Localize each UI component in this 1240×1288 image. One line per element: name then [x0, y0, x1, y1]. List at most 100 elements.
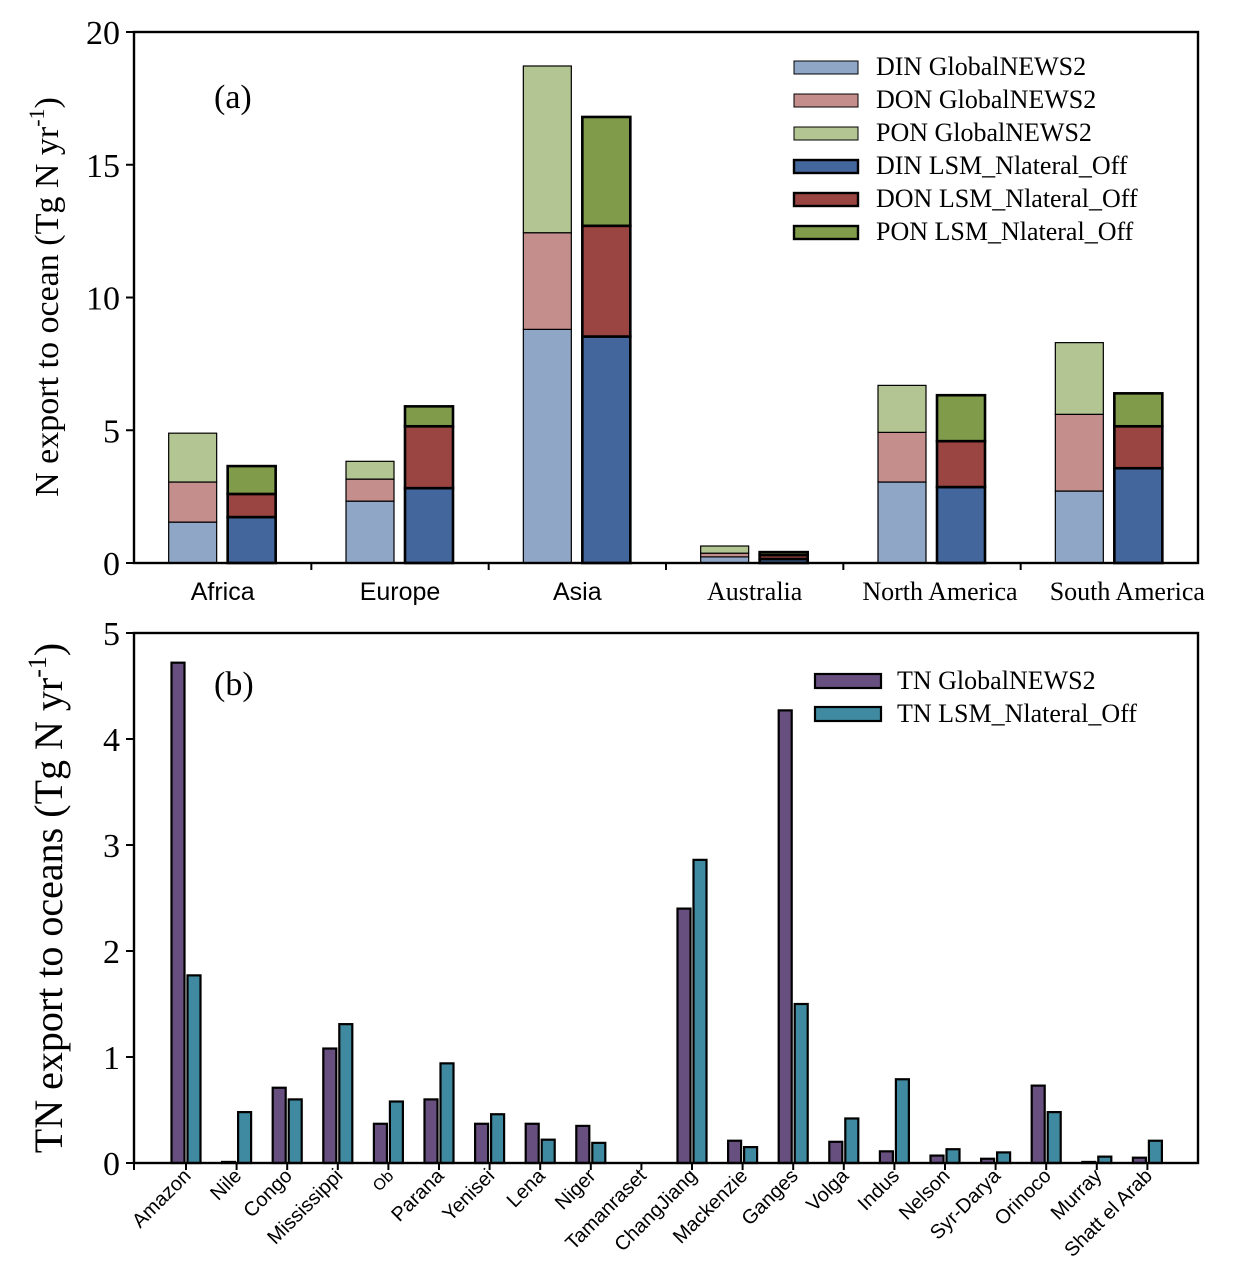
bar-tn-lsm-nlateral-off-mississippi [338, 1023, 354, 1165]
panel-a-legend: DIN GlobalNEWS2 DON GlobalNEWS2 PON Global… [792, 52, 1138, 246]
panel-b-legend: TN GlobalNEWS2 TN LSM_Nlateral_Off [813, 666, 1137, 728]
plot-frame [132, 631, 1200, 1165]
legend-swatch-tn-lsm-nlateral-off [813, 705, 883, 723]
legend-label-pon-globalnews2: PON GlobalNEWS2 [876, 118, 1092, 147]
bar-tn-lsm-nlateral-off-amazon [186, 974, 202, 1165]
panel-a-axes: Africa Europe Asia Australia North America So… [86, 15, 1205, 606]
bar-don-lsm-nlateral-off-asia [581, 224, 632, 338]
bar-tn-lsm-nlateral-off-shatt-el-arab [1147, 1139, 1164, 1165]
bar-din-lsm-nlateral-off-south-america [1113, 466, 1164, 565]
legend-label-tn-lsm-nlateral-off: TN LSM_Nlateral_Off [897, 699, 1137, 728]
bar-din-lsm-nlateral-off-africa [226, 515, 277, 565]
bar-tn-globalnews2-mississippi [322, 1047, 338, 1165]
x-tick-label-south-america: South America [1050, 577, 1206, 606]
bar-tn-lsm-nlateral-off-lena [540, 1138, 556, 1165]
bar-don-globalnews2-europe [345, 478, 395, 502]
bar-din-lsm-nlateral-off-north-america [935, 485, 987, 565]
legend-label-don-globalnews2: DON GlobalNEWS2 [876, 85, 1096, 114]
bar-tn-lsm-nlateral-off-congo [287, 1098, 303, 1165]
bar-pon-lsm-nlateral-off-north-america [935, 393, 987, 443]
bar-tn-globalnews2-niger [575, 1124, 591, 1165]
bar-don-lsm-nlateral-off-africa [226, 492, 277, 519]
bar-din-globalnews2-europe [345, 500, 395, 564]
y-tick-label: 1 [103, 1040, 120, 1077]
panel-b-y-axis-label: TN export to oceans (Tg N yr-1) [23, 643, 71, 1153]
bar-don-globalnews2-north-america [877, 431, 927, 483]
bar-tn-globalnews2-parana [423, 1098, 439, 1165]
legend-swatch-don-lsm-nlateral-off [792, 191, 860, 208]
y-tick-label: 15 [86, 148, 120, 185]
panel-b-y-axis-label-sup: -1 [23, 656, 52, 678]
bar-don-lsm-nlateral-off-europe [403, 424, 455, 490]
bar-pon-lsm-nlateral-off-europe [403, 405, 455, 428]
legend-label-pon-lsm-nlateral-off: PON LSM_Nlateral_Off [876, 217, 1134, 246]
x-tick-label-ganges: Ganges [738, 1165, 803, 1230]
bar-tn-globalnews2-ob [372, 1122, 388, 1165]
panel-a-bars [168, 65, 1164, 565]
x-tick-label-nile: Nile [206, 1165, 246, 1205]
bar-don-lsm-nlateral-off-south-america [1113, 424, 1164, 470]
bar-pon-globalnews2-south-america [1054, 342, 1104, 415]
legend-label-tn-globalnews2: TN GlobalNEWS2 [897, 666, 1096, 695]
bar-tn-lsm-nlateral-off-indus [894, 1078, 911, 1165]
legend-label-din-lsm-nlateral-off: DIN LSM_Nlateral_Off [876, 151, 1128, 180]
bar-din-globalnews2-africa [168, 521, 218, 564]
x-tick-label-north-america: North America [862, 577, 1018, 606]
bar-tn-lsm-nlateral-off-yenisei [490, 1113, 506, 1165]
bar-don-globalnews2-asia [522, 232, 572, 330]
y-tick-label: 5 [103, 616, 120, 653]
bar-tn-globalnews2-lena [524, 1122, 540, 1165]
panel-a-y-axis-label-main: N export to ocean (Tg N yr [29, 126, 66, 497]
panel-b-label: (b) [214, 666, 254, 703]
bar-pon-lsm-nlateral-off-australia [758, 550, 809, 557]
x-tick-label-volga: Volga [802, 1164, 854, 1216]
bar-din-globalnews2-asia [522, 328, 572, 564]
bar-pon-globalnews2-australia [700, 545, 750, 554]
panel-b-y-axis-label-tail: ) [26, 643, 71, 656]
x-tick-label-parana: Parana [387, 1164, 449, 1226]
legend-swatch-pon-globalnews2 [793, 126, 859, 141]
legend-swatch-pon-lsm-nlateral-off [792, 224, 860, 241]
panel-a-y-axis-label-tail: ) [29, 97, 66, 108]
bar-pon-lsm-nlateral-off-asia [581, 115, 632, 228]
panel-b-y-axis-label-main: TN export to oceans (Tg N yr [26, 678, 71, 1153]
bar-pon-globalnews2-africa [168, 432, 218, 483]
legend-swatch-din-lsm-nlateral-off [792, 158, 860, 175]
x-tick-label-asia: Asia [553, 578, 602, 606]
y-tick-label: 2 [103, 934, 120, 971]
bar-pon-lsm-nlateral-off-south-america [1113, 392, 1164, 428]
bar-tn-lsm-nlateral-off-mackenzie [742, 1145, 759, 1165]
bar-tn-lsm-nlateral-off-ob [388, 1100, 404, 1165]
x-tick-label-amazon: Amazon [128, 1165, 195, 1232]
legend-label-din-globalnews2: DIN GlobalNEWS2 [876, 52, 1086, 81]
y-tick-label: 4 [103, 722, 120, 759]
bar-pon-globalnews2-north-america [877, 384, 927, 433]
bar-tn-globalnews2-amazon [170, 661, 186, 1165]
legend-label-don-lsm-nlateral-off: DON LSM_Nlateral_Off [876, 184, 1138, 213]
bar-tn-lsm-nlateral-off-changjiang [692, 858, 708, 1165]
y-tick-label: 5 [103, 413, 120, 450]
bar-pon-lsm-nlateral-off-africa [226, 464, 277, 496]
panel-b: (b) TN export to oceans (Tg N yr-1) Amaz… [23, 616, 1200, 1262]
y-tick-label: 20 [86, 15, 120, 52]
bar-tn-globalnews2-ganges [777, 709, 793, 1165]
bar-tn-globalnews2-mackenzie [726, 1139, 743, 1165]
legend-swatch-din-globalnews2 [793, 60, 859, 75]
bar-tn-globalnews2-volga [828, 1140, 844, 1165]
x-tick-label-africa: Africa [191, 578, 255, 606]
x-tick-label-yenisei: Yenisei [438, 1165, 499, 1226]
panel-a-y-axis-label-sup: -1 [24, 108, 49, 126]
y-tick-label: 0 [103, 546, 120, 583]
bar-pon-globalnews2-asia [522, 65, 572, 234]
bar-tn-lsm-nlateral-off-niger [591, 1141, 607, 1165]
panel-b-bars [170, 661, 1164, 1165]
x-tick-label-ob: Ob [370, 1168, 397, 1195]
bar-don-lsm-nlateral-off-north-america [935, 439, 987, 489]
x-tick-label-orinoco: Orinoco [991, 1165, 1056, 1230]
panel-a-label: (a) [214, 79, 252, 116]
bar-din-globalnews2-south-america [1054, 490, 1104, 564]
bar-don-globalnews2-south-america [1054, 413, 1104, 492]
bar-din-lsm-nlateral-off-asia [581, 335, 632, 565]
panel-a-y-axis-label: N export to ocean (Tg N yr-1) [24, 97, 66, 497]
x-tick-label-lena: Lena [503, 1164, 551, 1212]
